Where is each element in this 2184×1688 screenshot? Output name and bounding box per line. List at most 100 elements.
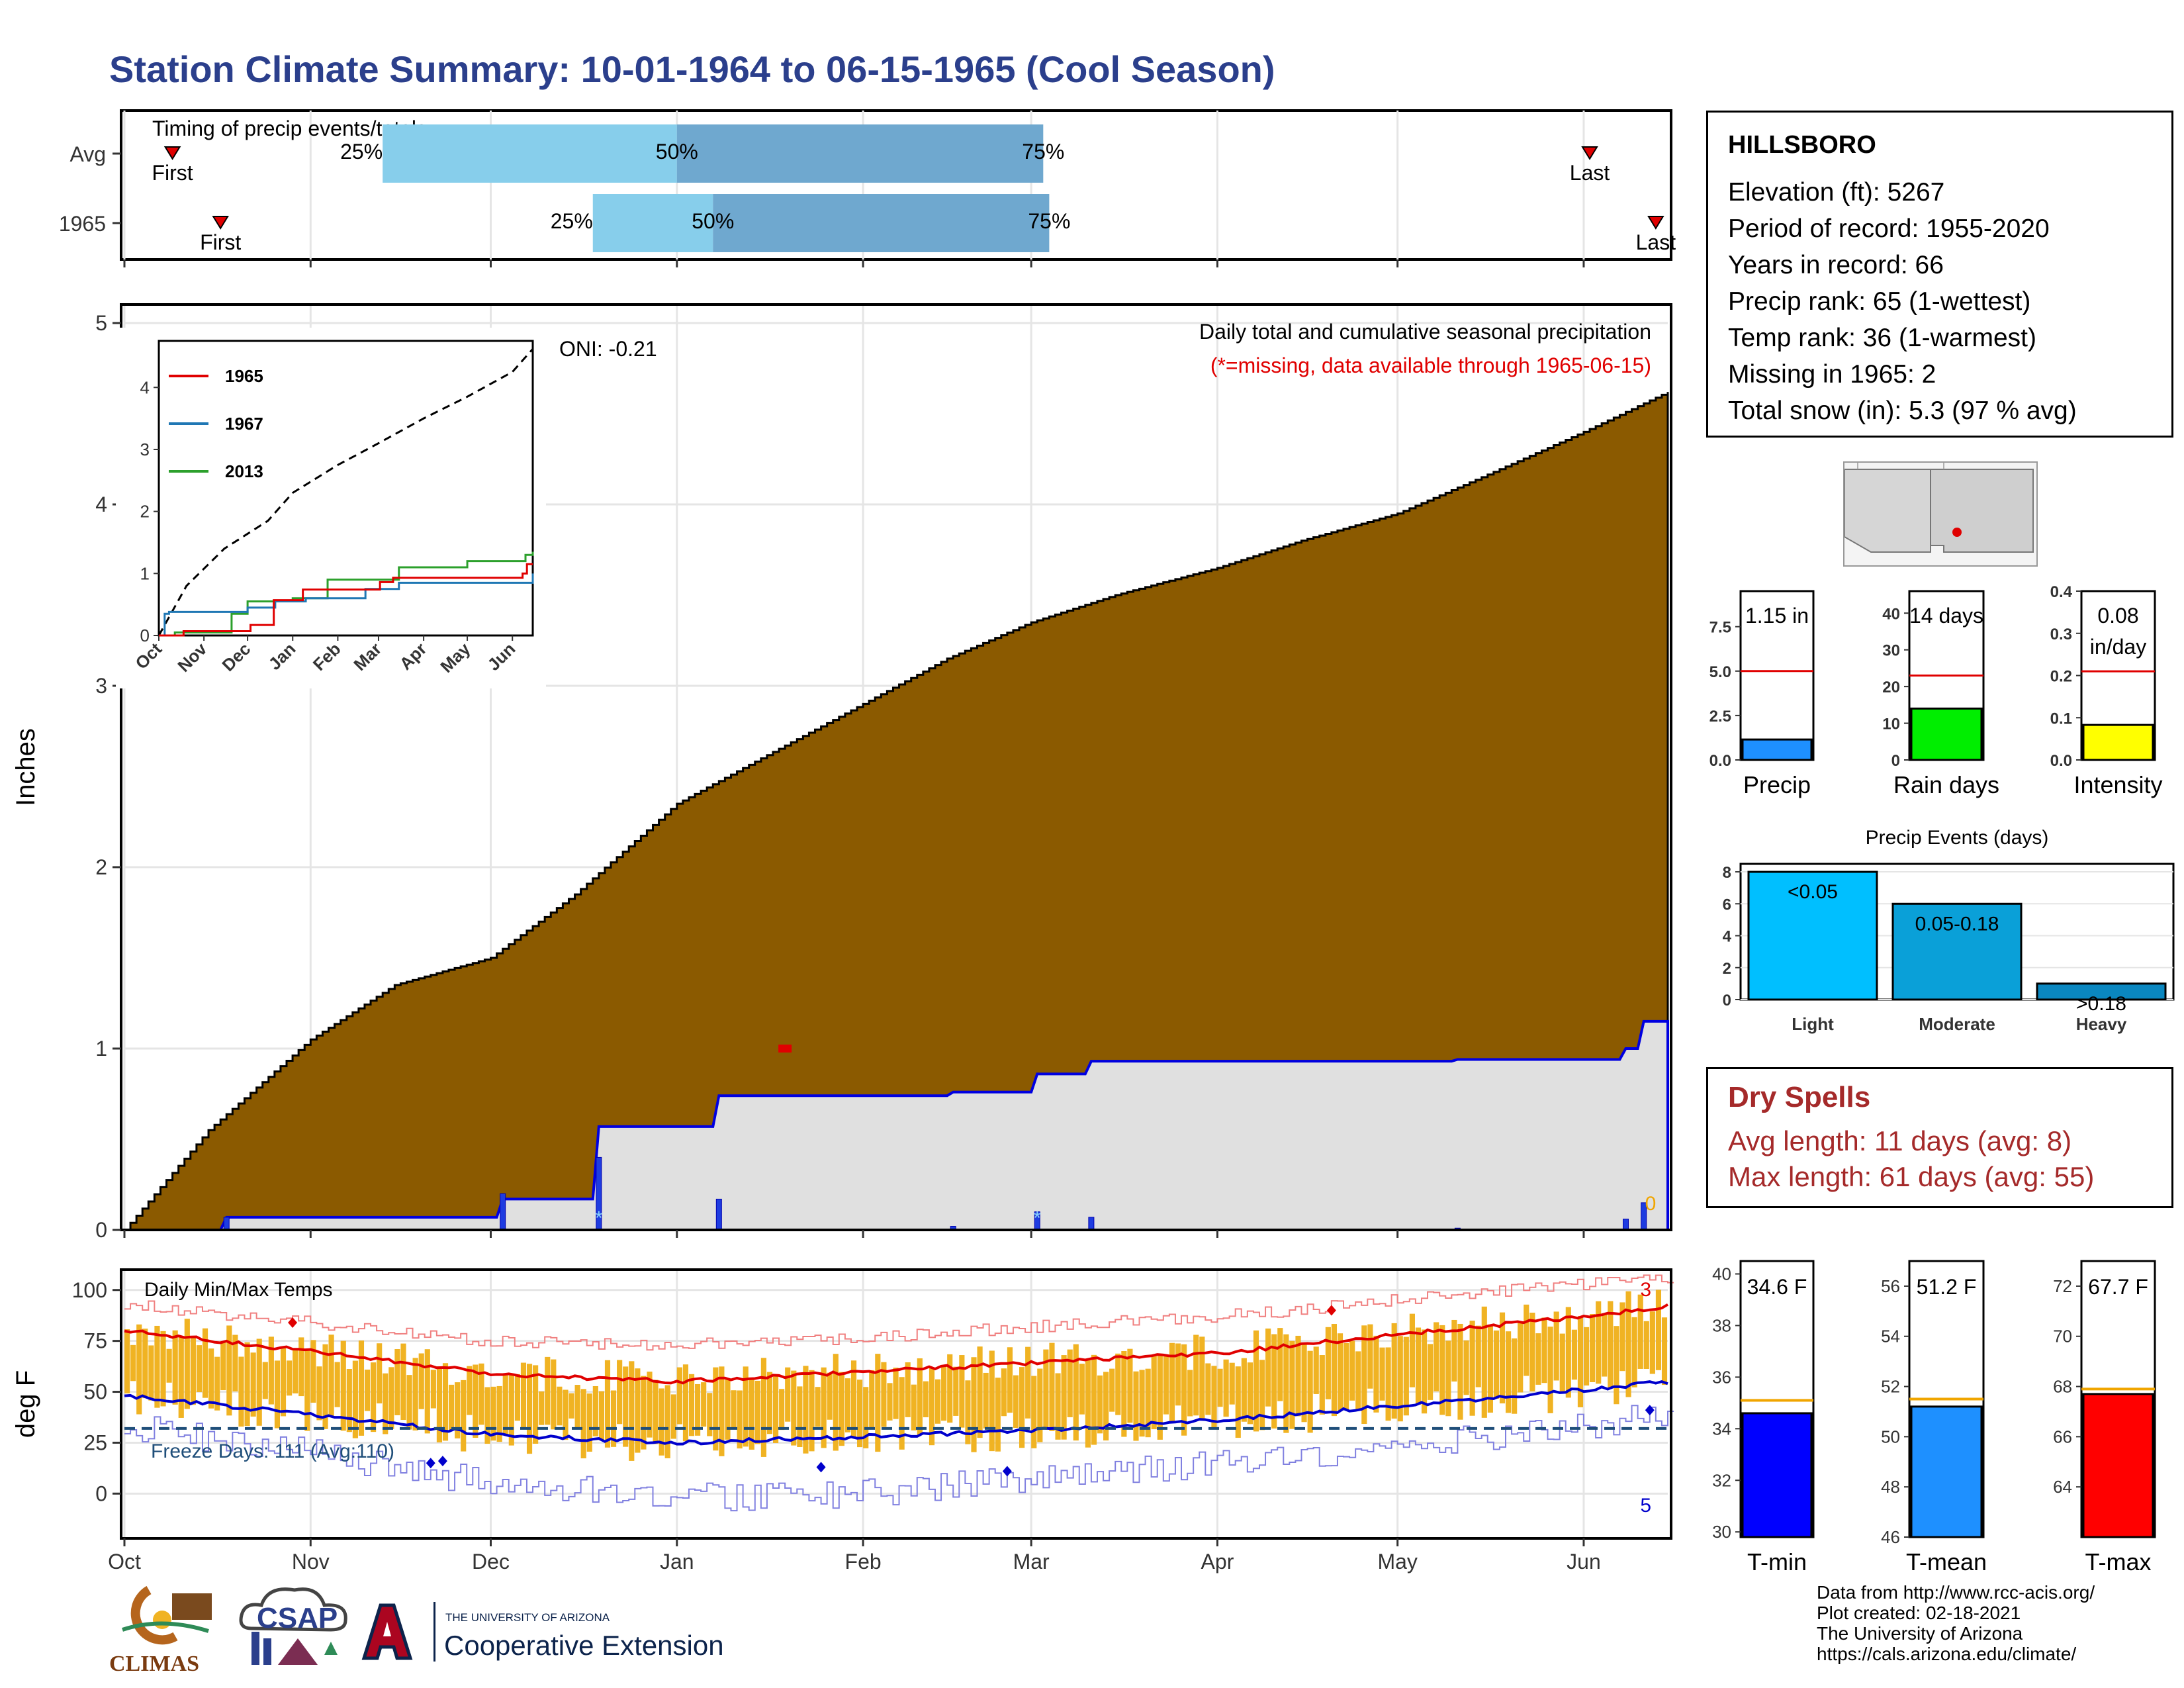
daily-temp-bar xyxy=(1571,1329,1577,1380)
timing-row-label: Avg xyxy=(69,142,106,166)
mini-category-label: T-min xyxy=(1747,1548,1807,1575)
daily-temp-bar xyxy=(1596,1301,1602,1384)
daily-temp-bar xyxy=(334,1362,340,1407)
daily-temp-bar xyxy=(1421,1329,1428,1414)
mini-temp-chart-t-max: 64 66 68 70 72 67.7 F T-max xyxy=(2053,1260,2156,1575)
mini-y-tick-label: 32 xyxy=(1712,1470,1731,1490)
daily-temp-bar xyxy=(887,1383,893,1421)
inset-series-1967 xyxy=(159,573,534,637)
temp-x-tick-label: Nov xyxy=(292,1550,330,1573)
mini-value-bar xyxy=(2082,1393,2154,1538)
daily-temp-bar xyxy=(1559,1333,1565,1393)
daily-temp-bar xyxy=(328,1335,334,1416)
daily-temp-bar xyxy=(1608,1301,1614,1388)
daily-temp-bar xyxy=(905,1362,911,1417)
ua-small-text: THE UNIVERSITY OF ARIZONA xyxy=(445,1611,610,1624)
precip-y-tick-label: 4 xyxy=(95,492,107,516)
record-high-marker xyxy=(288,1317,298,1328)
daily-temp-bar xyxy=(1103,1372,1109,1441)
daily-temp-bar xyxy=(1343,1342,1349,1410)
daily-temp-bar xyxy=(1061,1355,1067,1440)
record-max-line xyxy=(124,1274,1674,1351)
daily-temp-bar xyxy=(371,1362,377,1432)
temp-y-tick-label: 0 xyxy=(95,1481,107,1505)
daily-temp-bar xyxy=(1097,1375,1103,1434)
daily-temp-bar xyxy=(1428,1344,1433,1400)
events-y-tick-label: 0 xyxy=(1723,992,1731,1009)
daily-temp-bar xyxy=(1133,1371,1139,1441)
timing-marker-label: First xyxy=(152,161,193,185)
daily-temp-bar xyxy=(1031,1376,1037,1448)
daily-temp-bar xyxy=(1325,1327,1331,1399)
daily-temp-bar xyxy=(610,1390,617,1447)
temp-frame xyxy=(120,1268,1672,1540)
daily-temp-bar xyxy=(1655,1289,1662,1370)
events-y-tick-label: 4 xyxy=(1723,928,1732,946)
station-detail-line: Years in record: 66 xyxy=(1728,251,1944,279)
inset-y-tick-label: 0 xyxy=(140,626,150,645)
events-category-label: Moderate xyxy=(1919,1014,1995,1034)
station-detail-line: Total snow (in): 5.3 (97 % avg) xyxy=(1728,397,2077,425)
daily-temp-bar xyxy=(244,1342,250,1427)
mini-y-tick-label: 36 xyxy=(1712,1367,1731,1387)
daily-temp-bar xyxy=(1271,1334,1277,1429)
timing-marker-label: First xyxy=(200,230,241,254)
daily-temp-bar xyxy=(815,1387,821,1427)
daily-temp-bar xyxy=(1547,1327,1553,1413)
record-low-count: 5 xyxy=(1640,1495,1651,1517)
climas-logo: CLIMAS xyxy=(109,1583,215,1676)
mini-y-tick-label: 70 xyxy=(2053,1327,2072,1346)
daily-temp-bar xyxy=(731,1390,737,1429)
daily-temp-bar xyxy=(172,1330,178,1405)
mini-y-tick-label: 30 xyxy=(1882,642,1900,660)
daily-temp-bar xyxy=(1043,1349,1049,1428)
daily-temp-bar xyxy=(1169,1342,1175,1421)
daily-temp-bar xyxy=(190,1338,196,1405)
daily-temp-bar xyxy=(394,1348,400,1415)
mini-value-bar xyxy=(1910,707,1983,761)
mini-precip-chart-rain-days: 0 10 20 30 40 14 days Rain days xyxy=(1882,590,1999,798)
daily-temp-bar xyxy=(664,1385,670,1458)
daily-temp-bar xyxy=(364,1370,371,1411)
record-low-marker xyxy=(1645,1405,1655,1416)
events-bar xyxy=(2036,982,2167,1001)
daily-temp-bar xyxy=(1590,1314,1596,1382)
temp-y-tick-label: 100 xyxy=(72,1278,107,1302)
daily-temp-bar xyxy=(833,1354,839,1451)
daily-temp-bar xyxy=(574,1385,580,1430)
timing-label: Timing of precip events/totals xyxy=(152,117,427,140)
daily-temp-bar xyxy=(316,1366,322,1421)
freeze-days-label: Freeze Days: 111 (Avg:110) xyxy=(151,1440,394,1462)
footer-line: Data from http://www.rcc-acis.org/ xyxy=(1817,1582,2095,1603)
daily-temp-bar xyxy=(670,1394,676,1439)
daily-temp-bar xyxy=(995,1378,1001,1452)
daily-temp-bar xyxy=(1397,1336,1403,1422)
temp-x-tick-label: Oct xyxy=(108,1550,141,1573)
temp-y-axis-label: deg F xyxy=(11,1370,40,1438)
mini-y-tick-label: 52 xyxy=(1881,1377,1900,1397)
daily-temp-bar xyxy=(1115,1353,1121,1415)
daily-temp-bar xyxy=(682,1364,689,1442)
daily-temp-bar xyxy=(514,1374,520,1421)
daily-temp-bar xyxy=(304,1350,310,1431)
daily-temp-bar xyxy=(934,1379,941,1424)
mini-y-tick-label: 38 xyxy=(1712,1315,1731,1335)
daily-temp-bar xyxy=(869,1370,875,1428)
daily-temp-bar xyxy=(749,1380,754,1450)
timing-marker xyxy=(163,146,181,160)
mini-value-bar xyxy=(2082,724,2154,761)
daily-temp-bar xyxy=(400,1343,406,1421)
daily-temp-bar xyxy=(1631,1317,1637,1387)
timing-bar-late xyxy=(713,194,1050,252)
inset-legend-label: 1967 xyxy=(225,414,263,434)
daily-temp-bar xyxy=(737,1390,743,1449)
daily-temp-bar xyxy=(1025,1346,1031,1419)
precip-frame xyxy=(120,303,1672,1231)
daily-temp-bar xyxy=(467,1366,473,1415)
timing-p25-label: 25% xyxy=(551,209,593,233)
dry-spells-max: Max length: 61 days (avg: 55) xyxy=(1728,1161,2095,1192)
daily-temp-bar xyxy=(160,1331,166,1407)
daily-temp-bar xyxy=(166,1348,172,1383)
daily-precip-bar xyxy=(500,1193,506,1231)
